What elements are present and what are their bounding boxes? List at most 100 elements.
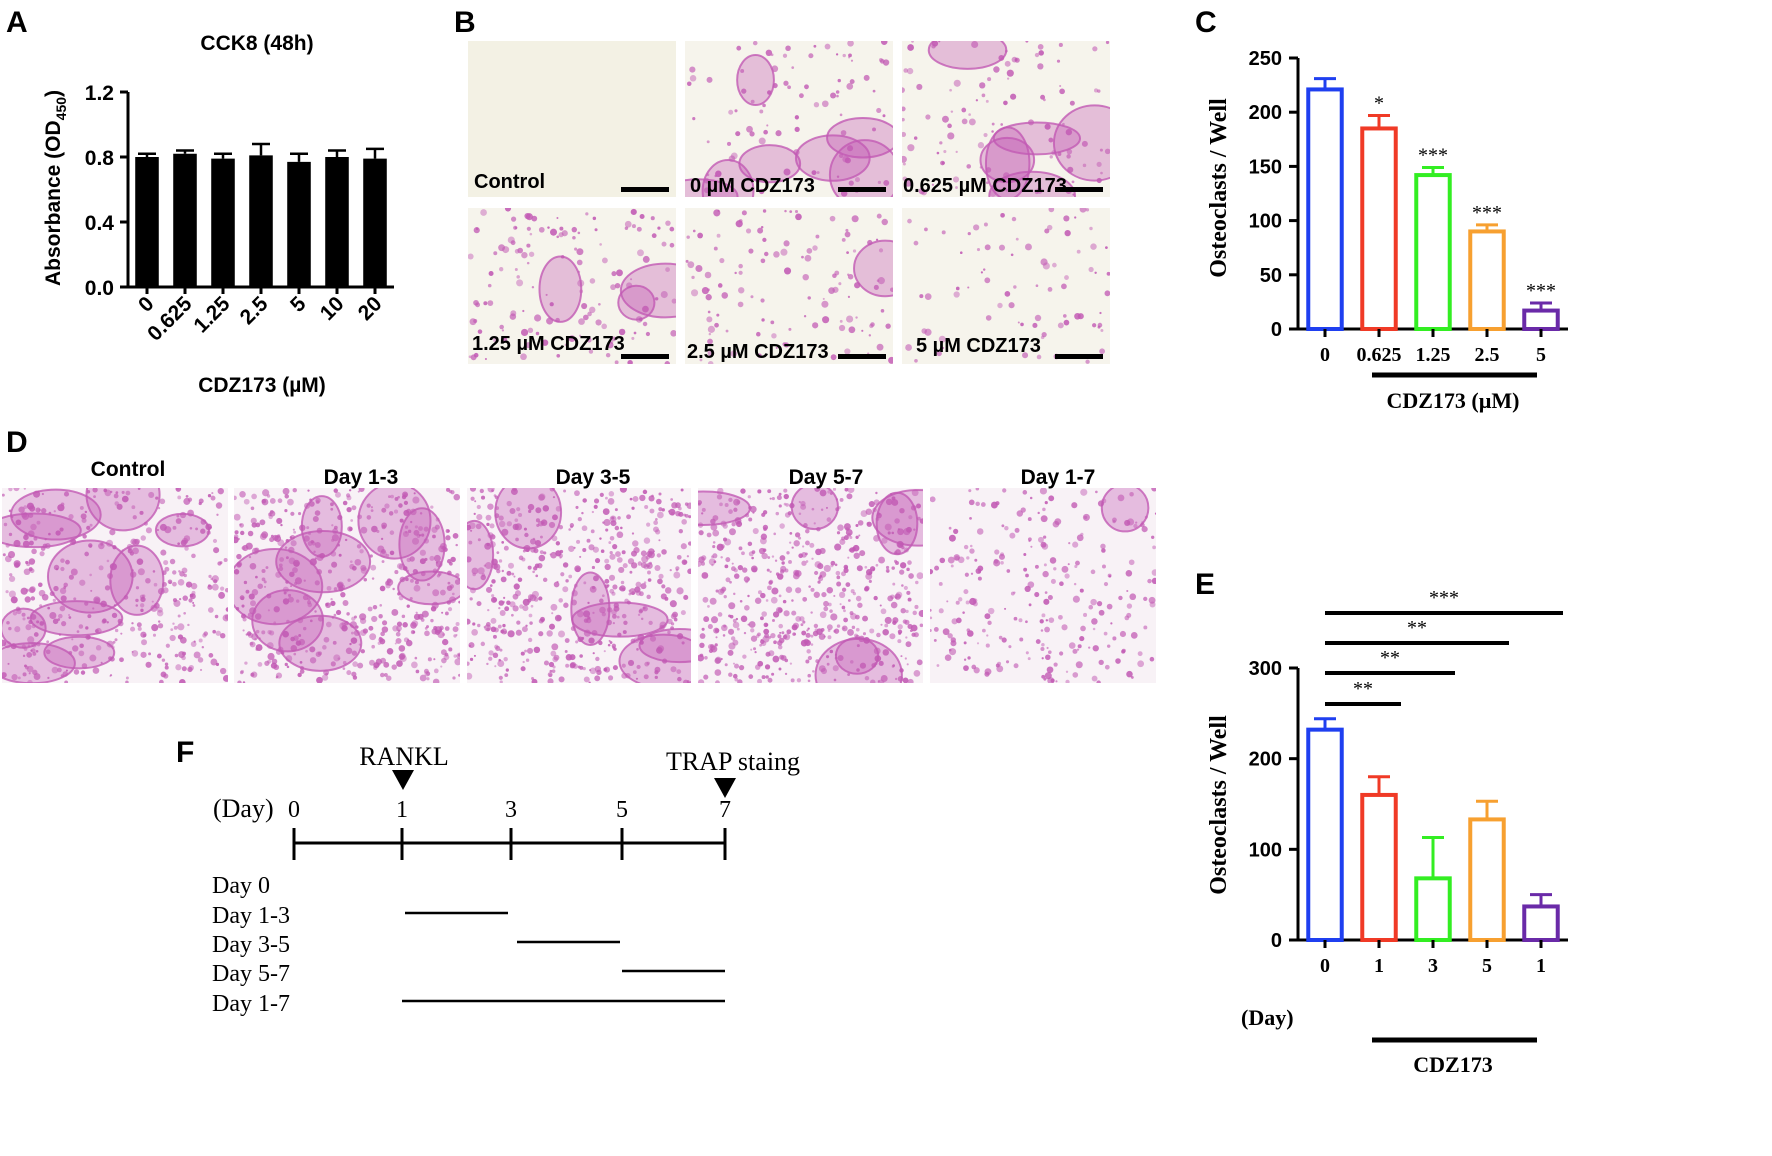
panel-d-3-cell <box>750 635 758 642</box>
panel-d-2-cell <box>528 613 533 618</box>
panel-d-3-cell <box>827 490 831 494</box>
panel-b-3-cell <box>568 335 576 343</box>
chart-e-ytick-label: 200 <box>1249 749 1282 771</box>
panel-b-2-cell <box>1044 123 1051 130</box>
panel-d-2-cell <box>568 545 575 552</box>
panel-d-2-cell <box>550 551 557 559</box>
panel-d-2-cell <box>636 664 641 670</box>
panel-d-3-cell <box>800 500 806 507</box>
panel-d-2-cell <box>524 649 527 653</box>
panel-b-2-cell <box>1026 178 1030 182</box>
panel-d-3-cell <box>878 660 884 667</box>
panel-d-1-cell <box>380 657 387 664</box>
panel-d-1-cell <box>337 543 341 547</box>
panel-d-1-cell <box>327 569 332 574</box>
panel-d-1-cell <box>255 575 258 579</box>
panel-d-3-cell <box>759 643 762 647</box>
panel-d-2-cell <box>603 650 606 653</box>
panel-b-4-cell <box>783 267 792 275</box>
panel-d-1-cell <box>330 661 336 667</box>
panel-d-0-cell <box>22 654 26 658</box>
panel-d-4-cell <box>1035 639 1041 644</box>
panel-b-2-osteoclast <box>979 136 1036 184</box>
panel-d-1-cell <box>284 509 288 513</box>
panel-d-4-cell <box>1048 617 1055 623</box>
panel-d-3-cell <box>887 531 891 535</box>
panel-d-4-cell <box>1065 679 1070 683</box>
panel-b-2-cell <box>916 83 923 91</box>
panel-d-1-cell <box>333 587 338 591</box>
panel-d-0-cell <box>197 657 204 663</box>
panel-d-0-cell <box>163 673 169 679</box>
panel-d-4-cell <box>1073 582 1077 586</box>
panel-d-0-cell <box>223 557 228 562</box>
panel-d-3-cell <box>737 565 743 571</box>
panel-d-4-cell <box>995 663 1000 668</box>
panel-b-5-cell <box>1034 314 1042 322</box>
panel-d-3-cell <box>785 503 789 507</box>
panel-d-2-cell <box>467 672 473 680</box>
panel-d-0-cell <box>48 532 51 536</box>
panel-b-4-cell <box>794 209 799 214</box>
panel-d-3-cell <box>823 606 829 612</box>
panel-d-0-cell <box>177 578 185 586</box>
panel-d-2-cell <box>480 574 487 581</box>
panel-d-4-cell <box>1018 618 1023 623</box>
panel-b-label: 2.5 µM CDZ173 <box>687 341 829 363</box>
panel-d-3-cell <box>793 540 800 547</box>
panel-d-3-cell <box>751 556 754 560</box>
panel-d-2-cell <box>489 584 493 587</box>
panel-d-1-cell <box>330 600 336 606</box>
panel-d-4-cell <box>987 620 992 626</box>
panel-d-0-cell <box>131 650 134 653</box>
chart-c-bar <box>1468 229 1506 331</box>
panel-b-4-cell <box>756 331 761 337</box>
panel-d-3-cell <box>912 610 917 616</box>
panel-d-4-cell <box>1016 510 1024 517</box>
panel-b-1-cell <box>763 129 768 135</box>
panel-d-3-cell <box>805 659 810 664</box>
panel-b-2-cell <box>952 176 960 183</box>
panel-d-2-cell <box>467 556 472 563</box>
panel-d-3-cell <box>805 540 810 546</box>
panel-b-4-cell <box>686 235 690 239</box>
panel-d-0-cell <box>36 620 40 624</box>
panel-d-3-cell <box>722 634 726 637</box>
panel-d-1-cell <box>285 580 289 584</box>
panel-b-5-cell <box>1010 253 1014 257</box>
panel-d-3-cell <box>816 526 821 532</box>
chart-c-xlabel: CDZ173 (µM) <box>1386 388 1519 413</box>
panel-letter-a: A <box>6 6 28 39</box>
panel-d-2-cell <box>467 661 470 666</box>
panel-b-3-cell <box>487 300 494 306</box>
panel-b-4-cell <box>760 298 765 303</box>
panel-b-5-cell <box>924 293 932 300</box>
panel-d-0-osteoclast <box>2 642 76 683</box>
panel-d-0-cell <box>49 591 55 597</box>
panel-d-2-cell <box>627 659 635 667</box>
panel-d-4-cell <box>957 556 965 564</box>
panel-d-0-cell <box>21 612 26 617</box>
panel-b-2-cell <box>1092 46 1098 52</box>
panel-d-3-cell <box>748 505 752 510</box>
panel-d-0-cell <box>116 503 123 510</box>
panel-d-1-cell <box>435 517 440 522</box>
panel-d-4-cell <box>963 544 969 550</box>
panel-d-1-cell <box>282 630 289 638</box>
panel-d-0-cell <box>28 505 36 512</box>
panel-b-2-cell <box>1066 148 1073 155</box>
panel-d-3-cell <box>823 564 831 573</box>
panel-d-2-cell <box>646 550 653 558</box>
panel-d-4-cell <box>1075 661 1083 669</box>
panel-d-0-cell <box>41 508 47 514</box>
panel-d-3-cell <box>906 663 909 666</box>
panel-d-0-cell <box>160 549 167 556</box>
panel-d-0-cell <box>137 488 141 490</box>
panel-b-4-cell <box>867 239 873 246</box>
panel-d-3-cell <box>885 498 893 506</box>
panel-d-3-cell <box>737 679 743 683</box>
panel-d-1-cell <box>371 644 375 649</box>
panel-b-4-cell <box>832 286 839 293</box>
panel-d-2-cell <box>586 538 591 543</box>
panel-d-2-cell <box>681 559 688 565</box>
